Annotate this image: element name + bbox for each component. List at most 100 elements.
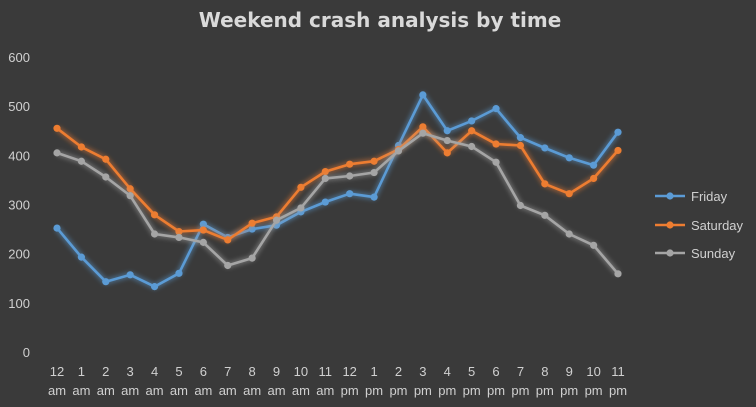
x-tick-hour: 6 — [492, 364, 499, 379]
data-point — [516, 134, 525, 142]
y-tick-label: 0 — [23, 345, 30, 360]
data-point — [492, 158, 500, 166]
series-sunday — [53, 129, 622, 278]
data-point — [248, 254, 256, 262]
x-tick-hour: 7 — [224, 364, 231, 379]
x-tick-period: pm — [365, 383, 383, 398]
x-tick-period: am — [146, 383, 164, 398]
x-tick-hour: 3 — [419, 364, 426, 379]
data-point — [516, 201, 525, 210]
data-point — [516, 141, 525, 150]
x-tick-period: am — [316, 383, 334, 398]
x-tick-hour: 12 — [50, 364, 64, 379]
y-tick-label: 500 — [8, 99, 30, 114]
data-point — [53, 149, 61, 157]
x-tick-period: pm — [487, 383, 505, 398]
legend-item-saturday: Saturday — [655, 218, 744, 233]
data-point — [77, 253, 85, 261]
x-tick-hour: 5 — [175, 364, 182, 379]
data-point — [150, 211, 159, 219]
data-point — [346, 160, 354, 168]
series-line — [55, 131, 620, 276]
data-point — [199, 220, 207, 228]
y-tick-label: 100 — [8, 296, 30, 311]
x-tick-hour: 4 — [151, 364, 158, 379]
legend-label: Friday — [691, 189, 728, 204]
legend-marker — [666, 221, 674, 229]
x-tick-period: am — [194, 383, 212, 398]
y-tick-label: 600 — [8, 50, 30, 65]
legend-label: Saturday — [691, 218, 744, 233]
x-tick-hour: 1 — [370, 364, 377, 379]
data-point — [321, 174, 329, 183]
data-point — [541, 144, 549, 152]
data-point — [468, 127, 476, 135]
data-point — [419, 91, 427, 99]
x-tick-hour: 7 — [517, 364, 524, 379]
data-point — [468, 142, 476, 151]
data-point — [150, 283, 159, 291]
data-point — [102, 173, 110, 181]
x-tick-period: pm — [609, 383, 627, 398]
series-friday — [53, 91, 622, 291]
data-point — [565, 230, 573, 238]
x-tick-period: pm — [536, 383, 554, 398]
x-tick-period: pm — [560, 383, 578, 398]
data-point — [370, 168, 378, 177]
data-point — [224, 236, 232, 244]
x-tick-hour: 9 — [273, 364, 280, 379]
x-tick-period: am — [72, 383, 90, 398]
data-point — [248, 219, 256, 227]
data-point — [175, 233, 183, 242]
data-point — [541, 180, 549, 188]
data-point — [443, 149, 451, 157]
data-point — [370, 193, 378, 201]
x-tick-period: pm — [511, 383, 529, 398]
x-tick-period: pm — [438, 383, 456, 398]
data-point — [565, 190, 573, 198]
x-tick-period: pm — [341, 383, 359, 398]
series-line — [55, 93, 620, 288]
x-tick-hour: 11 — [611, 364, 625, 379]
y-tick-label: 400 — [8, 148, 30, 163]
y-tick-label: 200 — [8, 247, 30, 262]
data-point — [224, 261, 232, 270]
data-point — [419, 129, 427, 137]
x-tick-period: pm — [389, 383, 407, 398]
x-tick-period: am — [267, 383, 285, 398]
data-point — [468, 117, 476, 125]
x-tick-period: am — [243, 383, 261, 398]
data-point — [394, 147, 403, 155]
x-tick-period: am — [121, 383, 139, 398]
x-tick-hour: 10 — [586, 364, 600, 379]
x-tick-hour: 2 — [102, 364, 109, 379]
data-point — [419, 123, 427, 131]
data-point — [346, 172, 354, 180]
data-point — [297, 183, 305, 191]
series-glow — [54, 91, 621, 290]
y-axis-ticks: 0 100 200 300 400 500 600 — [8, 50, 30, 360]
data-point — [590, 161, 598, 169]
data-point — [443, 136, 451, 145]
x-tick-period: pm — [414, 383, 432, 398]
data-point — [199, 238, 207, 246]
legend-marker — [666, 249, 674, 257]
x-axis-ticks: 12am1am2am3am4am5am6am7am8am9am10am11am1… — [48, 364, 627, 398]
x-tick-hour: 9 — [566, 364, 573, 379]
x-tick-hour: 4 — [444, 364, 451, 379]
x-tick-period: am — [170, 383, 188, 398]
series-layer — [53, 91, 622, 291]
data-point — [614, 270, 622, 278]
data-point — [590, 174, 598, 183]
x-tick-hour: 6 — [200, 364, 207, 379]
data-point — [370, 157, 378, 165]
legend-item-friday: Friday — [655, 189, 728, 204]
data-point — [150, 230, 159, 238]
data-point — [590, 241, 598, 249]
x-tick-hour: 10 — [294, 364, 308, 379]
x-tick-hour: 8 — [541, 364, 548, 379]
data-point — [53, 124, 61, 132]
data-point — [614, 146, 622, 155]
